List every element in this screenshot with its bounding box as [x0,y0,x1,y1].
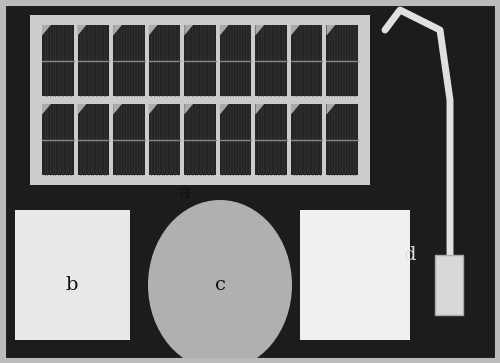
Polygon shape [326,25,336,36]
Bar [113,104,144,175]
Polygon shape [42,104,51,115]
Polygon shape [220,25,228,36]
Polygon shape [42,25,51,36]
Text: b: b [66,276,78,294]
Text: c: c [214,276,226,294]
Polygon shape [148,104,158,115]
Polygon shape [113,25,122,36]
Bar [256,104,287,175]
Bar [220,25,252,96]
Bar [184,25,216,96]
Polygon shape [326,104,336,115]
Bar [42,25,74,96]
Bar [78,104,109,175]
Polygon shape [78,25,86,36]
Bar [300,210,410,340]
Bar [220,104,252,175]
Polygon shape [113,104,122,115]
Text: a: a [179,184,191,202]
Polygon shape [78,104,86,115]
Polygon shape [256,25,264,36]
Bar [148,25,180,96]
Bar [113,25,144,96]
Bar [291,104,322,175]
Bar [326,25,358,96]
Ellipse shape [148,200,292,363]
Polygon shape [291,25,300,36]
Bar [184,104,216,175]
Text: d: d [404,246,416,264]
Bar [42,104,74,175]
Bar [326,104,358,175]
Polygon shape [184,25,193,36]
Bar [435,255,463,315]
Bar [291,25,322,96]
Polygon shape [148,25,158,36]
Bar [148,104,180,175]
Bar [30,15,370,185]
Polygon shape [256,104,264,115]
Bar [15,210,130,340]
Polygon shape [291,104,300,115]
Polygon shape [220,104,228,115]
Polygon shape [184,104,193,115]
Bar [256,25,287,96]
Bar [78,25,109,96]
